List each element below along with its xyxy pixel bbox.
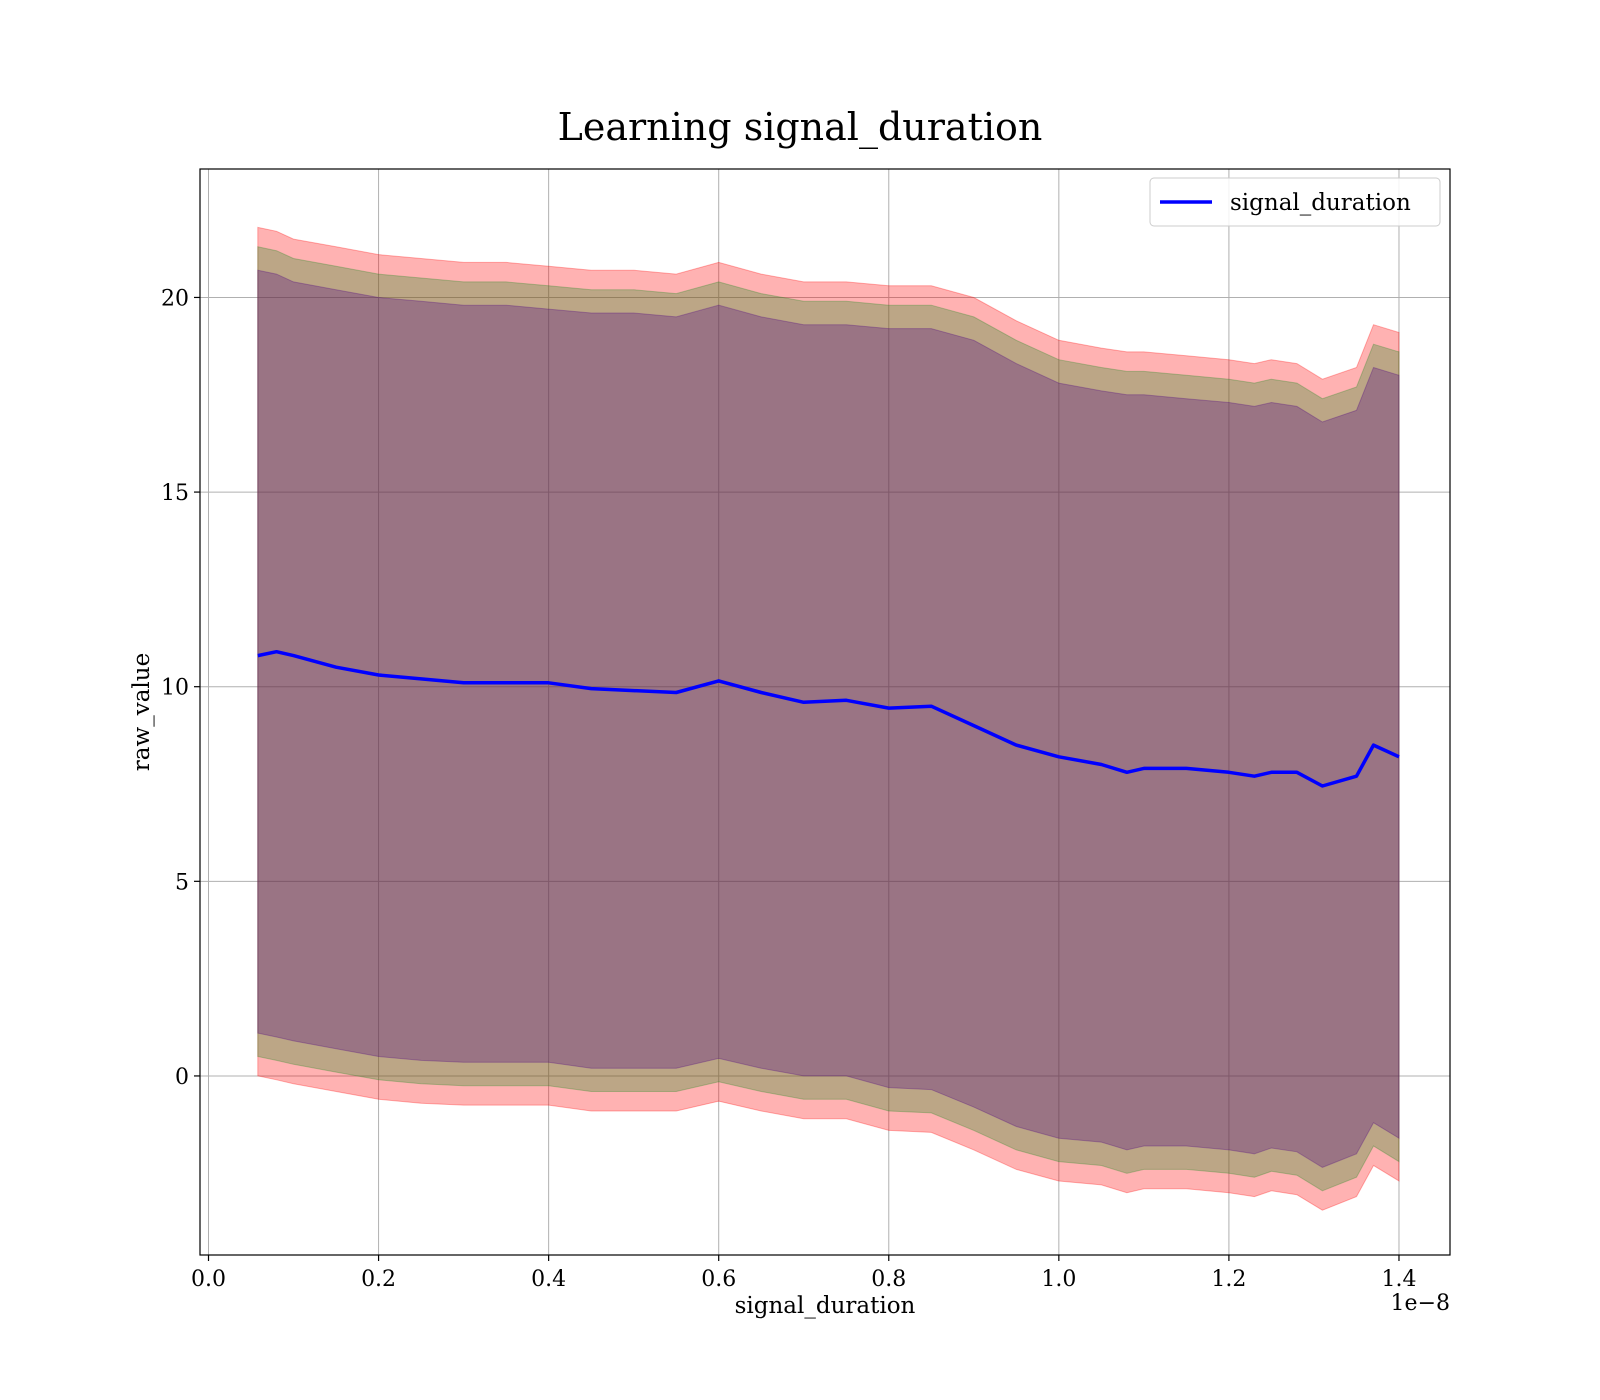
legend-label: signal_duration [1230,190,1411,216]
y-tick-label: 10 [161,676,189,701]
axis-ticks: 0.0 0.2 0.4 0.6 0.8 1.0 1.2 1.4 0 5 10 15 20 [161,286,1416,1292]
y-tick-label: 5 [175,870,189,895]
y-tick-label: 20 [161,286,189,311]
x-axis-label: signal_duration [735,1293,916,1319]
x-tick-label: 0.2 [361,1267,396,1292]
confidence-band [257,226,1400,1211]
legend-box [1149,177,1441,227]
y-tick-label: 15 [161,481,189,506]
series-line [257,649,1400,788]
x-tick-label: 0.8 [871,1267,906,1292]
x-tick-label: 0.6 [701,1267,736,1292]
y-axis-label: raw_value [129,653,155,771]
x-tick-label: 0.4 [531,1267,566,1292]
x-tick-label: 1.4 [1381,1267,1416,1292]
x-tick-label: 1.0 [1041,1267,1076,1292]
plot-frame [199,168,1451,1256]
x-tick-label: 0.0 [191,1267,226,1292]
x-axis-offset-text: 1e−8 [1391,1291,1450,1316]
chart-title: Learning signal_duration [558,105,1043,150]
confidence-band [257,269,1400,1168]
grid [200,169,1450,1255]
x-tick-label: 1.2 [1211,1267,1246,1292]
confidence-bands [257,226,1400,1211]
legend: signal_duration [1149,177,1441,227]
y-tick-label: 0 [175,1065,189,1090]
series-lines [257,649,1400,788]
confidence-band [257,246,1400,1192]
